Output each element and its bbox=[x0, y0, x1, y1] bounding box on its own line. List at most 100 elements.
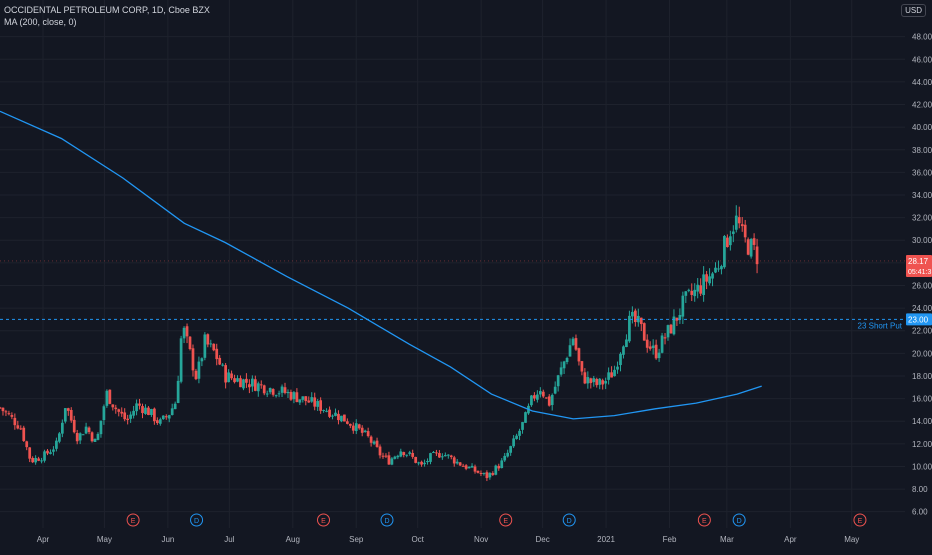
candle-body bbox=[494, 465, 498, 475]
x-tick-label: Apr bbox=[784, 535, 797, 544]
candle-body bbox=[227, 372, 230, 383]
x-tick-label: Sep bbox=[349, 535, 364, 544]
candle-body bbox=[25, 441, 29, 448]
x-tick-label: Aug bbox=[286, 535, 300, 544]
symbol-title[interactable]: OCCIDENTAL PETROLEUM CORP, 1D, Cboe BZX bbox=[4, 5, 210, 15]
candle-body bbox=[500, 460, 504, 468]
candle-body bbox=[464, 465, 468, 469]
dividend-event-marker[interactable]: D bbox=[562, 513, 576, 527]
candle-body bbox=[488, 472, 492, 478]
currency-badge[interactable]: USD bbox=[901, 4, 926, 17]
candle-body bbox=[90, 432, 94, 442]
candle-body bbox=[381, 455, 385, 457]
candle-body bbox=[533, 395, 536, 399]
x-tick-label: May bbox=[97, 535, 112, 544]
candle-body bbox=[675, 317, 679, 321]
candle-body bbox=[262, 385, 266, 394]
earnings-event-marker[interactable]: E bbox=[697, 513, 711, 527]
candle-body bbox=[387, 455, 391, 465]
candle-body bbox=[250, 378, 254, 387]
candle-body bbox=[524, 412, 527, 423]
candle-body bbox=[547, 396, 551, 406]
candle-body bbox=[479, 473, 483, 475]
dividend-event-marker[interactable]: D bbox=[380, 513, 394, 527]
candle-body bbox=[117, 409, 121, 412]
candle-body bbox=[553, 386, 557, 394]
candle-body bbox=[740, 224, 744, 227]
candle-body bbox=[473, 466, 477, 472]
candle-body bbox=[598, 378, 602, 385]
y-tick-label: 38.00 bbox=[912, 146, 932, 155]
candle-body bbox=[720, 266, 723, 270]
candle-body bbox=[565, 358, 569, 363]
candle-body bbox=[289, 391, 293, 400]
candle-body bbox=[58, 433, 61, 442]
candle-body bbox=[616, 366, 619, 370]
candle-body bbox=[188, 336, 192, 350]
candle-body bbox=[102, 406, 106, 421]
candle-body bbox=[55, 440, 58, 449]
y-tick-label: 48.00 bbox=[912, 33, 932, 42]
y-tick-label: 24.00 bbox=[912, 304, 932, 313]
x-tick-label: Mar bbox=[720, 535, 734, 544]
x-tick-label: Apr bbox=[37, 535, 50, 544]
candle-body bbox=[37, 458, 40, 461]
candle-body bbox=[728, 236, 732, 246]
level-price-box bbox=[906, 313, 932, 326]
indicator-legend[interactable]: MA (200, close, 0) bbox=[4, 17, 77, 27]
candle-body bbox=[521, 422, 524, 430]
candle-body bbox=[414, 456, 418, 463]
y-tick-label: 44.00 bbox=[912, 78, 932, 87]
event-letter: D bbox=[567, 518, 572, 525]
candle-body bbox=[559, 367, 563, 375]
dividend-event-marker[interactable]: D bbox=[732, 513, 746, 527]
candle-body bbox=[360, 427, 364, 433]
candle-body bbox=[420, 461, 423, 465]
candle-body bbox=[256, 383, 260, 392]
candle-body bbox=[726, 237, 729, 248]
candle-body bbox=[52, 449, 55, 452]
event-circle bbox=[317, 513, 331, 527]
candle-body bbox=[544, 397, 548, 399]
candle-body bbox=[458, 462, 462, 466]
candle-body bbox=[449, 455, 453, 458]
earnings-event-marker[interactable]: E bbox=[499, 513, 513, 527]
candle-body bbox=[556, 375, 560, 387]
candle-body bbox=[343, 414, 346, 422]
candle-body bbox=[497, 465, 501, 469]
candle-body bbox=[105, 390, 109, 406]
candle-body bbox=[340, 415, 343, 422]
candles-layer bbox=[0, 205, 759, 482]
y-tick-label: 46.00 bbox=[912, 55, 932, 64]
candle-body bbox=[619, 353, 622, 366]
earnings-event-marker[interactable]: E bbox=[853, 513, 867, 527]
candle-body bbox=[93, 438, 97, 442]
candle-body bbox=[176, 380, 180, 403]
candle-body bbox=[265, 393, 269, 395]
candle-body bbox=[417, 462, 420, 464]
candle-body bbox=[292, 392, 296, 400]
y-tick-label: 10.00 bbox=[912, 462, 932, 471]
candle-body bbox=[375, 440, 379, 447]
candle-body bbox=[10, 415, 14, 417]
dividend-event-marker[interactable]: D bbox=[190, 513, 204, 527]
candle-body bbox=[731, 231, 735, 234]
earnings-event-marker[interactable]: E bbox=[317, 513, 331, 527]
candle-body bbox=[669, 324, 673, 334]
candle-body bbox=[319, 400, 323, 411]
ma-layer bbox=[0, 110, 762, 420]
event-letter: E bbox=[503, 518, 508, 525]
candle-body bbox=[66, 408, 70, 411]
candle-body bbox=[541, 391, 545, 397]
candle-body bbox=[242, 379, 245, 389]
earnings-event-marker[interactable]: E bbox=[126, 513, 140, 527]
candle-body bbox=[509, 446, 513, 453]
event-letter: D bbox=[384, 518, 389, 525]
candle-body bbox=[179, 338, 183, 382]
candle-body bbox=[194, 370, 198, 380]
candle-body bbox=[435, 452, 438, 454]
candle-body bbox=[325, 410, 328, 412]
